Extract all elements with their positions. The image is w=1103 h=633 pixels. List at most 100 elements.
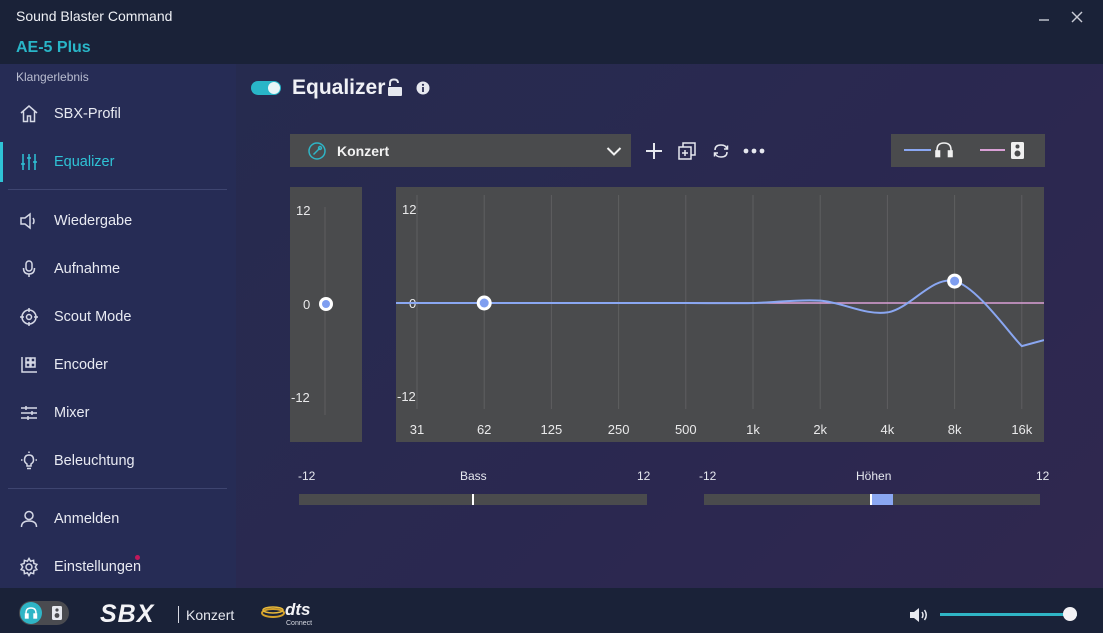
dts-logo-text: dts: [285, 600, 311, 619]
sidebar-item-label: Encoder: [54, 357, 109, 373]
main-panel: Equalizer Konzert: [236, 64, 1103, 588]
eq-chart[interactable]: 12 0 -12 31 62 125 250 500 1k 2k 4k 8k 16k: [395, 187, 1045, 442]
microphone-icon: [18, 258, 40, 280]
x-tick-label: 31: [410, 422, 424, 437]
notification-dot: [135, 555, 140, 560]
app-title: Sound Blaster Command: [16, 8, 173, 24]
sidebar-item-sbx-profil[interactable]: SBX-Profil: [0, 94, 236, 134]
headphone-eq-curve: [395, 279, 1045, 348]
minimize-button[interactable]: [1033, 8, 1055, 26]
current-preset-label: Konzert: [186, 607, 235, 623]
x-tick-label: 4k: [881, 422, 895, 437]
eq-handles: [476, 273, 963, 311]
duplicate-icon: [678, 142, 696, 160]
title-bar: Sound Blaster Command AE-5 Plus: [0, 0, 1103, 64]
bass-max-label: 12: [637, 469, 651, 483]
bass-min-label: -12: [298, 469, 316, 483]
device-name[interactable]: AE-5 Plus: [16, 39, 91, 56]
equalizer-toggle[interactable]: [251, 81, 281, 95]
add-preset-button[interactable]: [643, 140, 665, 162]
treble-min-label: -12: [699, 469, 717, 483]
mixer-icon: [18, 402, 40, 424]
x-tick-label: 62: [477, 422, 491, 437]
close-icon: [1071, 11, 1083, 23]
sidebar-item-equalizer[interactable]: Equalizer: [0, 142, 236, 182]
sidebar-divider: [8, 189, 227, 190]
sidebar-item-label: Einstellungen: [54, 559, 142, 575]
treble-max-label: 12: [1036, 469, 1050, 483]
x-tick-label: 125: [541, 422, 563, 437]
preamp-handle-center: [322, 300, 330, 308]
sidebar-item-einstellungen[interactable]: Einstellungen: [0, 547, 236, 587]
gear-icon: [18, 556, 40, 578]
preamp-tick-label: -12: [291, 390, 310, 405]
x-tick-label: 250: [608, 422, 630, 437]
crosshair-icon: [18, 306, 40, 328]
sidebar-item-anmelden[interactable]: Anmelden: [0, 499, 236, 539]
encoder-icon: [18, 354, 40, 376]
volume-slider[interactable]: [940, 613, 1077, 616]
eq-band-handle-center: [950, 276, 960, 286]
treble-slider[interactable]: [704, 494, 1040, 505]
dts-connect-label: Connect: [286, 620, 313, 627]
lightbulb-icon: [18, 450, 40, 472]
x-tick-labels: 31 62 125 250 500 1k 2k 4k 8k 16k: [410, 422, 1033, 437]
sidebar-item-encoder[interactable]: Encoder: [0, 345, 236, 385]
bass-slider[interactable]: [299, 494, 647, 505]
sidebar-item-mixer[interactable]: Mixer: [0, 393, 236, 433]
home-icon: [18, 103, 40, 125]
sidebar-item-label: Wiedergabe: [54, 213, 133, 229]
sidebar-item-wiedergabe[interactable]: Wiedergabe: [0, 201, 236, 241]
volume-slider-thumb[interactable]: [1063, 607, 1078, 621]
equalizer-graph[interactable]: 12 0 -12 31 62 125 250 500 1k 2k 4k 8k 16k: [395, 187, 1045, 442]
y-tick-label: 12: [402, 202, 416, 217]
x-tick-label: 2k: [813, 422, 827, 437]
plus-icon: [646, 143, 662, 159]
sidebar-divider: [8, 488, 227, 489]
treble-slider-thumb[interactable]: [870, 494, 872, 505]
sidebar-section-label: Klangerlebnis: [16, 70, 89, 84]
sidebar: Klangerlebnis SBX-Profil Equalizer Wiede…: [0, 64, 236, 588]
x-tick-label: 16k: [1011, 422, 1032, 437]
divider: [178, 606, 179, 623]
info-icon[interactable]: [416, 81, 430, 95]
sidebar-item-label: Beleuchtung: [54, 453, 135, 469]
sidebar-item-label: Scout Mode: [54, 309, 132, 325]
headphone-icon: [20, 602, 42, 624]
treble-slider-fill: [872, 494, 893, 505]
headphone-icon: [935, 142, 953, 158]
sidebar-item-label: Anmelden: [54, 511, 120, 527]
user-icon: [18, 508, 40, 530]
reset-preset-button[interactable]: [710, 140, 732, 162]
unlock-icon[interactable]: [386, 78, 404, 98]
preset-value: Konzert: [337, 143, 390, 159]
sidebar-item-beleuchtung[interactable]: Beleuchtung: [0, 441, 236, 481]
more-options-button[interactable]: [743, 140, 765, 162]
preamp-tick-label: 0: [303, 297, 310, 312]
duplicate-preset-button[interactable]: [676, 140, 698, 162]
sidebar-item-scout-mode[interactable]: Scout Mode: [0, 297, 236, 337]
treble-label: Höhen: [856, 469, 892, 483]
eq-band-handle-center: [479, 298, 489, 308]
preset-icon: [308, 142, 326, 160]
output-device-switch[interactable]: [19, 601, 69, 625]
preamp-slider[interactable]: 12 0 -12: [290, 187, 362, 442]
bass-slider-thumb[interactable]: [472, 494, 474, 505]
preamp-panel[interactable]: 12 0 -12: [290, 187, 362, 442]
y-tick-label: -12: [397, 389, 416, 404]
x-tick-label: 8k: [948, 422, 962, 437]
more-dots-icon: [743, 148, 765, 154]
close-button[interactable]: [1066, 8, 1088, 26]
volume-icon[interactable]: [908, 605, 930, 625]
x-tick-label: 1k: [746, 422, 760, 437]
chevron-down-icon: [606, 144, 622, 156]
x-tick-label: 500: [675, 422, 697, 437]
refresh-icon: [713, 144, 729, 158]
sidebar-item-aufnahme[interactable]: Aufnahme: [0, 249, 236, 289]
preset-dropdown[interactable]: Konzert: [290, 134, 631, 167]
minimize-icon: [1039, 19, 1049, 21]
preamp-tick-label: 12: [296, 203, 310, 218]
sidebar-item-label: Aufnahme: [54, 261, 121, 277]
sbx-logo: SBX: [100, 600, 155, 628]
equalizer-sliders-icon: [18, 151, 40, 173]
